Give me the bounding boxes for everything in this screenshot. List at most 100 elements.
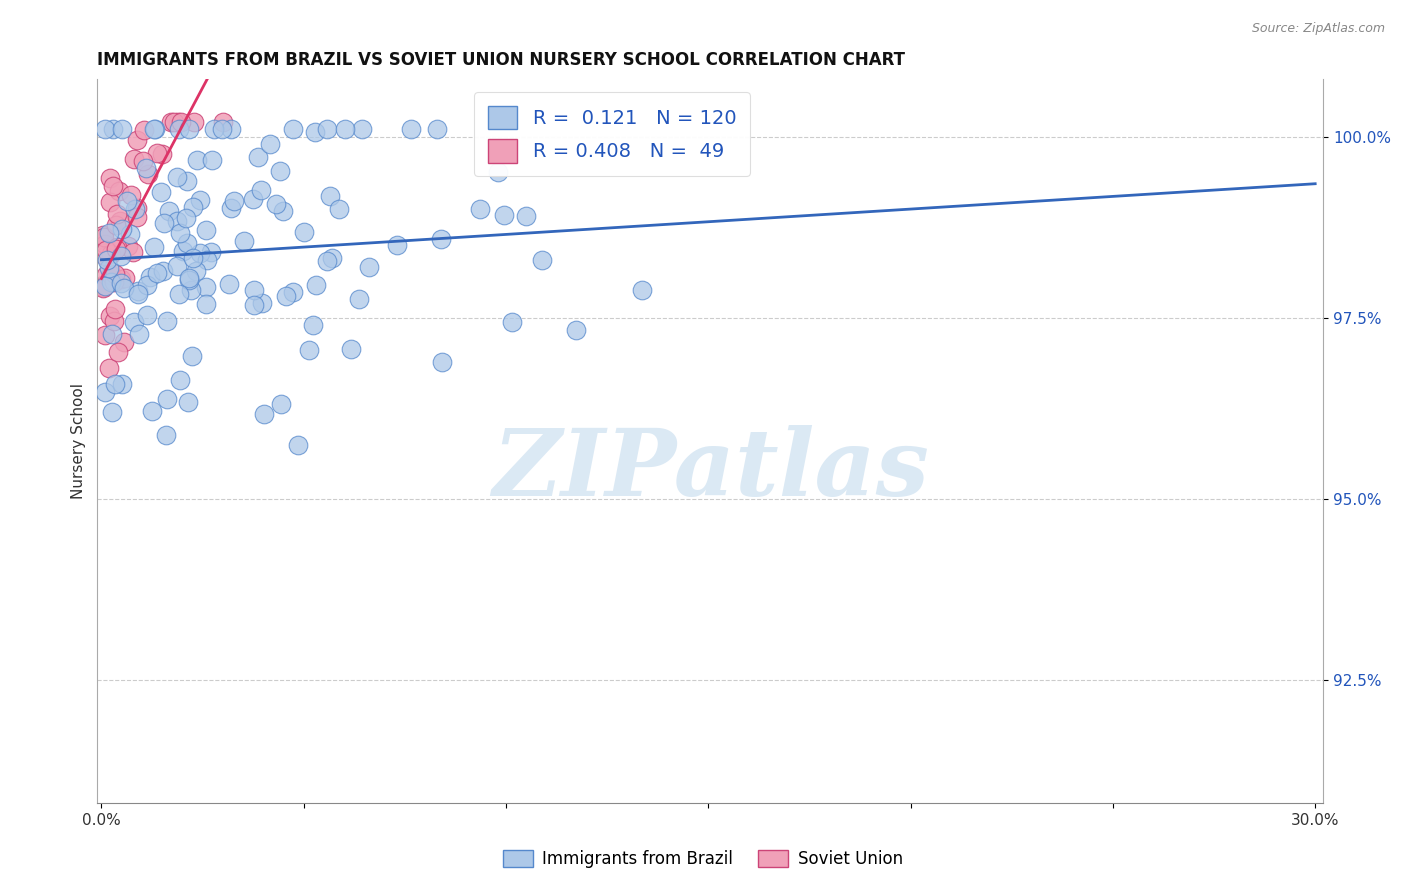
Point [195,296,218,310]
Point [298,343,321,357]
Point [141,403,163,417]
Point [347,292,370,306]
Point [318,188,340,202]
Point [120,188,142,202]
Point [146,145,169,160]
Point [274,289,297,303]
Point [114,270,136,285]
Point [281,285,304,299]
Point [179,271,201,285]
Point [105,242,128,256]
Point [179,122,201,136]
Point [122,315,145,329]
Point [98,226,121,240]
Point [156,313,179,327]
Point [266,196,288,211]
Point [287,437,309,451]
Point [142,239,165,253]
Point [100,327,122,342]
Point [112,281,135,295]
Point [93,277,115,292]
Point [176,235,198,250]
Point [100,194,122,209]
Point [157,203,180,218]
Point [104,219,127,233]
Point [316,122,339,136]
Point [167,122,190,136]
Point [630,283,652,297]
Point [110,272,132,286]
Point [122,244,145,259]
Point [335,122,357,136]
Point [180,283,202,297]
Point [118,227,141,242]
Point [181,349,204,363]
Point [315,253,337,268]
Point [430,232,453,246]
Y-axis label: Nursery School: Nursery School [72,383,86,499]
Point [170,115,193,129]
Point [188,194,211,208]
Point [246,150,269,164]
Point [166,169,188,184]
Point [160,115,183,129]
Point [101,178,124,193]
Point [93,229,115,244]
Point [142,122,165,136]
Point [153,216,176,230]
Point [219,201,242,215]
Legend: Immigrants from Brazil, Soviet Union: Immigrants from Brazil, Soviet Union [496,843,910,875]
Point [211,122,233,136]
Point [150,146,173,161]
Point [127,287,149,301]
Point [169,373,191,387]
Text: IMMIGRANTS FROM BRAZIL VS SOVIET UNION NURSERY SCHOOL CORRELATION CHART: IMMIGRANTS FROM BRAZIL VS SOVIET UNION N… [97,51,905,69]
Point [122,152,145,166]
Point [93,280,115,294]
Point [399,122,422,136]
Point [98,260,121,275]
Point [107,345,129,359]
Point [183,115,205,129]
Point [136,308,159,322]
Point [253,407,276,421]
Point [249,183,271,197]
Point [94,279,117,293]
Point [385,238,408,252]
Point [94,243,117,257]
Point [177,395,200,409]
Point [167,287,190,301]
Point [110,249,132,263]
Point [321,251,343,265]
Point [201,153,224,167]
Point [357,260,380,274]
Point [292,225,315,239]
Point [181,251,204,265]
Point [269,164,291,178]
Point [340,342,363,356]
Point [166,214,188,228]
Point [301,318,323,332]
Point [252,295,274,310]
Point [200,244,222,259]
Point [494,208,516,222]
Point [103,314,125,328]
Point [195,223,218,237]
Point [152,264,174,278]
Point [100,246,122,260]
Point [188,245,211,260]
Point [163,115,186,129]
Point [94,328,117,343]
Point [98,170,121,185]
Point [111,377,134,392]
Point [104,376,127,391]
Point [195,253,218,268]
Point [352,122,374,136]
Point [105,207,128,221]
Point [270,397,292,411]
Point [202,122,225,136]
Point [166,259,188,273]
Point [515,209,537,223]
Point [104,267,127,281]
Legend: R =  0.121   N = 120, R = 0.408   N =  49: R = 0.121 N = 120, R = 0.408 N = 49 [474,92,749,177]
